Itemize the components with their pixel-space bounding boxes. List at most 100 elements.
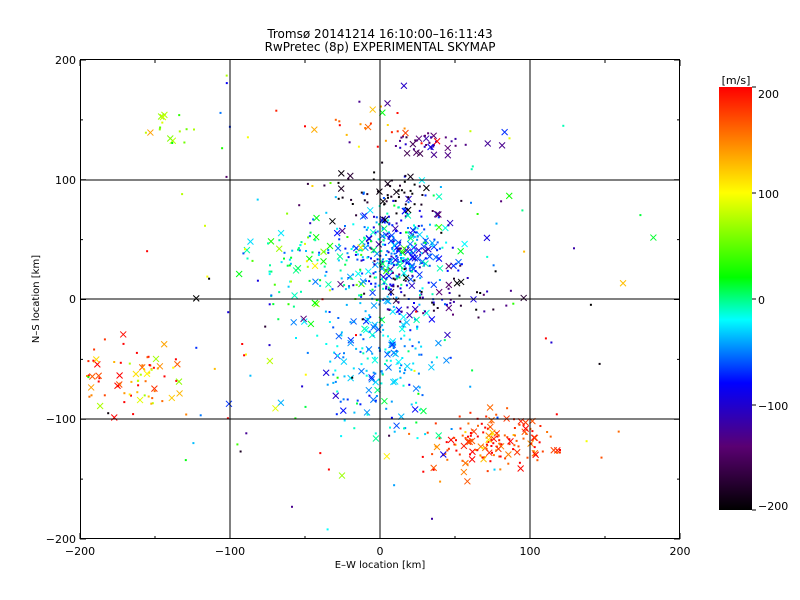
echo-point-dot — [453, 277, 455, 280]
echo-point-dot — [385, 254, 388, 256]
echo-point-dot — [372, 272, 375, 275]
echo-point-dot — [336, 390, 339, 393]
echo-point-dot — [392, 305, 395, 308]
echo-point-dot — [453, 443, 456, 446]
echo-point-dot — [508, 438, 511, 441]
echo-point-dot — [417, 392, 420, 395]
echo-point-dot — [305, 250, 307, 252]
echo-point-dot — [421, 394, 424, 397]
echo-point-cross — [392, 350, 399, 358]
echo-point-dot — [360, 363, 363, 366]
echo-point-dot — [429, 253, 432, 256]
echo-point-dot — [386, 124, 389, 126]
echo-point-dot — [371, 352, 374, 355]
echo-point-dot — [268, 303, 271, 306]
echo-point-dot — [441, 298, 444, 301]
echo-point-dot — [300, 290, 302, 293]
echo-point-dot — [370, 247, 373, 250]
echo-point-dot — [413, 302, 415, 304]
echo-point-dot — [486, 255, 489, 258]
echo-point-dot — [496, 416, 499, 419]
echo-point-cross — [433, 210, 441, 218]
echo-point-dot — [406, 306, 409, 309]
echo-point-dot — [241, 343, 244, 345]
echo-point-dot — [360, 191, 363, 194]
echo-point-dot — [421, 455, 424, 458]
echo-point-dot — [418, 289, 421, 292]
echo-point-dot — [399, 247, 402, 250]
echo-point-dot — [319, 279, 322, 282]
echo-point-dot — [507, 462, 510, 465]
echo-point-dot — [326, 528, 329, 531]
echo-point-cross — [488, 416, 495, 424]
echo-point-cross — [380, 225, 388, 232]
echo-point-dot — [290, 256, 293, 259]
echo-point-dot — [356, 253, 359, 256]
echo-point-dot — [386, 295, 389, 298]
echo-point-dot — [92, 359, 95, 362]
echo-point-cross — [391, 378, 399, 385]
echo-point-dot — [366, 256, 369, 259]
echo-point-dot — [390, 195, 393, 198]
echo-point-dot — [161, 400, 164, 403]
echo-point-dot — [388, 258, 391, 261]
echo-point-cross — [445, 304, 453, 312]
echo-point-cross — [320, 248, 327, 256]
echo-point-cross — [362, 326, 370, 334]
echo-point-dot — [449, 302, 452, 305]
echo-point-cross — [375, 241, 383, 248]
echo-point-dot — [388, 309, 391, 311]
echo-point-dot — [398, 273, 401, 276]
echo-point-cross — [88, 373, 96, 380]
echo-point-dot — [432, 301, 435, 304]
echo-point-dot — [481, 447, 484, 449]
echo-point-dot — [193, 128, 195, 131]
echo-point-dot — [420, 353, 423, 356]
echo-point-dot — [400, 257, 402, 259]
echo-point-dot — [351, 203, 354, 205]
echo-point-dot — [430, 136, 433, 139]
echo-point-cross — [619, 279, 627, 287]
echo-point-dot — [389, 288, 392, 291]
echo-point-dot — [400, 136, 403, 139]
echo-point-dot — [530, 442, 533, 445]
echo-point-dot — [484, 426, 487, 429]
echo-point-dot — [283, 257, 285, 260]
echo-point-dot — [470, 201, 472, 204]
echo-point-dot — [386, 351, 389, 354]
echo-point-dot — [476, 213, 479, 215]
echo-point-dot — [373, 171, 376, 174]
echo-point-dot — [399, 370, 401, 373]
echo-point-dot — [277, 318, 280, 321]
echo-point-dot — [172, 366, 175, 369]
echo-point-dot — [386, 183, 389, 186]
echo-point-dot — [405, 284, 408, 287]
echo-point-dot — [410, 257, 413, 260]
echo-point-dot — [309, 231, 312, 234]
echo-point-dot — [365, 228, 368, 231]
echo-point-dot — [492, 264, 495, 267]
echo-point-dot — [304, 125, 306, 128]
echo-point-dot — [380, 266, 383, 268]
echo-point-dot — [499, 468, 502, 471]
echo-point-dot — [347, 256, 350, 259]
echo-point-dot — [374, 372, 377, 375]
echo-point-dot — [342, 398, 345, 401]
echo-point-dot — [393, 239, 396, 242]
echo-point-cross — [326, 242, 334, 250]
echo-point-dot — [414, 270, 417, 273]
echo-point-dot — [373, 276, 376, 279]
echo-point-cross — [427, 143, 434, 151]
echo-point-dot — [532, 450, 535, 453]
x-tick-labels: −200 −100 0 100 200 — [65, 545, 691, 558]
echo-point-dot — [388, 260, 390, 263]
echo-point-dot — [362, 352, 365, 355]
echo-point-dot — [353, 320, 356, 323]
echo-point-dot — [617, 430, 620, 433]
echo-point-dot — [148, 364, 151, 366]
echo-point-dot — [394, 199, 397, 202]
echo-point-dot — [304, 373, 307, 376]
echo-point-cross — [404, 206, 412, 214]
echo-point-dot — [498, 439, 501, 442]
echo-point-dot — [362, 258, 365, 261]
